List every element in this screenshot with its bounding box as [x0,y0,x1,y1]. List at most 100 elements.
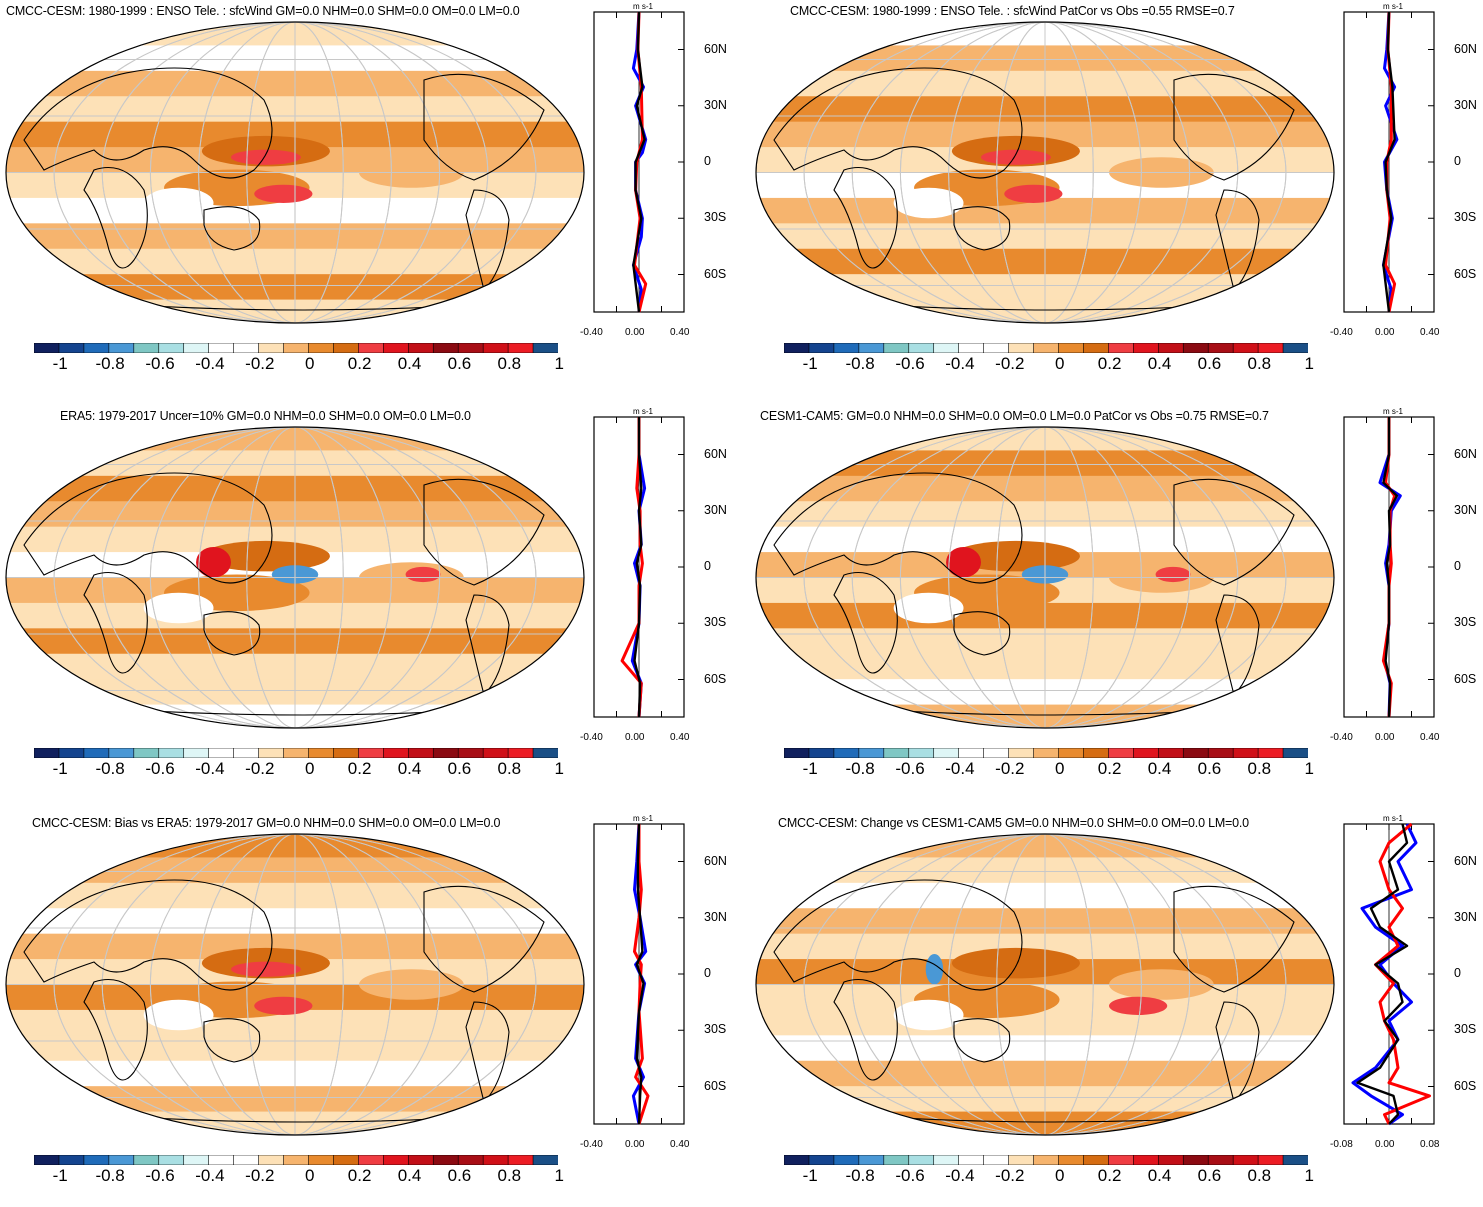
lat-tick-label: 30N [1454,503,1477,517]
panel-3: ERA5: 1979-2017 Uncer=10% GM=0.0 NHM=0.0… [0,405,740,800]
map-5 [4,832,586,1137]
colorbar-box [1034,343,1059,353]
colorbar-4 [784,748,1308,758]
colorbar-tick-label: -1 [53,759,68,779]
colorbar-box [84,343,109,353]
colorbar-box [1233,1155,1258,1165]
colorbar-box [959,343,984,353]
colorbar-box [458,1155,483,1165]
map-1 [4,20,586,325]
colorbar-box [934,343,959,353]
colorbar-box [333,1155,358,1165]
colorbar-box [184,343,209,353]
colorbar-box [383,1155,408,1165]
colorbar-box [433,1155,458,1165]
colorbar-box [934,748,959,758]
colorbar-box [834,343,859,353]
colorbar-box [59,343,84,353]
map-4 [754,425,1336,730]
colorbar-box [1283,748,1308,758]
lat-tick-label: 60N [704,854,727,868]
colorbar-tick-label: -0.6 [895,1166,924,1186]
shading-feature [144,188,214,219]
zonal-mean-plot-1: m s-1 [590,0,702,325]
colorbar-tick-label: 1 [1305,759,1314,779]
colorbar-box [408,343,433,353]
map-container [754,20,1336,330]
colorbar-box [284,343,309,353]
colorbar-box [159,1155,184,1165]
colorbar-box [134,748,159,758]
colorbar-tick-label: 0 [1055,759,1064,779]
colorbar-box [383,343,408,353]
zonal-x-tick-label: -0.40 [580,732,603,743]
colorbar-box [834,748,859,758]
colorbar-tick-label: 0.6 [1198,354,1222,374]
colorbar-tick-label: -1 [803,354,818,374]
lat-tick-label: 30S [1454,210,1476,224]
shading-feature [894,1000,964,1031]
panel-title: CMCC-CESM: Change vs CESM1-CAM5 GM=0.0 N… [778,816,1249,830]
colorbar-tick-label: -0.4 [195,354,224,374]
lat-tick-label: 30S [704,1022,726,1036]
lat-tick-label: 60N [1454,447,1477,461]
colorbar-tick-label: -1 [803,1166,818,1186]
map-2 [754,20,1336,325]
colorbar-tick-label: 0.2 [1098,354,1122,374]
colorbar-box [1158,748,1183,758]
colorbar-box [1208,343,1233,353]
zonal-x-tick-label: -0.40 [1330,732,1353,743]
colorbar-tick-label: -1 [53,1166,68,1186]
shading-feature [144,593,214,624]
lat-tick-label: 60S [1454,1079,1476,1093]
colorbar-box [159,343,184,353]
colorbar-tick-label: -0.6 [145,354,174,374]
zonal-unit-label: m s-1 [1383,2,1404,11]
colorbar-tick-label: -0.8 [845,1166,874,1186]
colorbar-box [1258,748,1283,758]
lat-tick-label: 60N [704,42,727,56]
colorbar-tick-label: 0.8 [1248,354,1272,374]
colorbar-box [884,343,909,353]
colorbar-tick-label: 1 [555,759,564,779]
colorbar-tick-label: 0.8 [498,354,522,374]
colorbar-box [234,343,259,353]
colorbar-box [784,748,809,758]
lat-tick-label: 30S [704,615,726,629]
colorbar-tick-label: 0.4 [398,1166,422,1186]
panel-title: CMCC-CESM: 1980-1999 : ENSO Tele. : sfcW… [790,4,1235,18]
colorbar-box [859,343,884,353]
colorbar-box [1083,1155,1108,1165]
colorbar-box [1183,1155,1208,1165]
colorbar-tick-label: 0.8 [1248,759,1272,779]
colorbar-box [959,748,984,758]
colorbar-tick-label: -0.2 [995,354,1024,374]
colorbar-box [483,343,508,353]
lat-tick-label: 0 [1454,966,1461,980]
colorbar-5 [34,1155,558,1165]
colorbar-box [1158,343,1183,353]
colorbar-box [809,1155,834,1165]
shading-feature [894,593,964,624]
lat-tick-label: 60N [1454,42,1477,56]
colorbar-tick-label: -0.6 [145,759,174,779]
colorbar-box [533,1155,558,1165]
colorbar-tick-label: 0.6 [1198,759,1222,779]
colorbar-tick-label: 0.4 [398,354,422,374]
colorbar-box [1208,748,1233,758]
lat-tick-label: 60S [704,672,726,686]
colorbar-1 [34,343,558,353]
shading-feature [1156,567,1191,582]
colorbar-box [333,748,358,758]
colorbar-tick-label: -0.2 [245,759,274,779]
colorbar-box [433,748,458,758]
colorbar-box [209,1155,234,1165]
zonal-mean-plot-2: m s-1 [1340,0,1452,325]
colorbar-box [909,748,934,758]
colorbar-box [1208,1155,1233,1165]
zonal-x-tick-label: 0.00 [1375,732,1394,743]
colorbar-box [1058,343,1083,353]
